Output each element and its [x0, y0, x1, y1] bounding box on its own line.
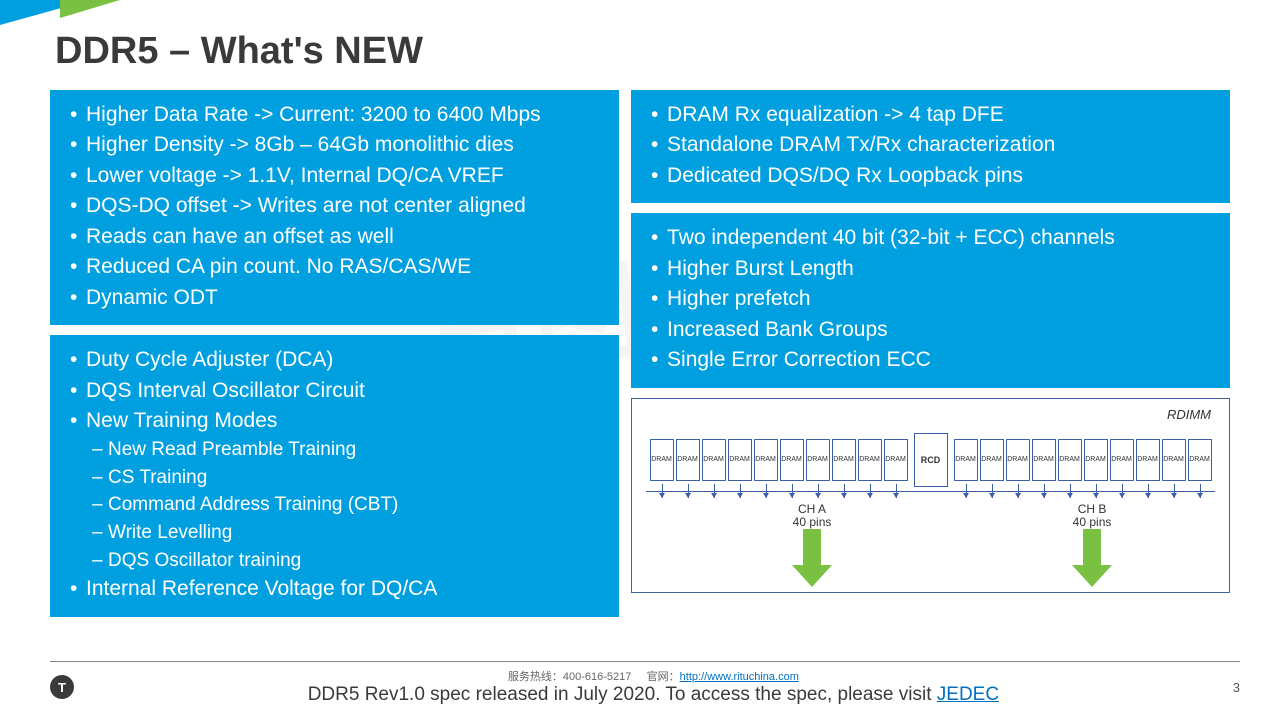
- dram-chip: DRAM: [954, 439, 978, 481]
- content-area: Higher Data Rate -> Current: 3200 to 640…: [50, 90, 1230, 655]
- bullet: Dynamic ODT: [64, 283, 605, 313]
- diagram-title: RDIMM: [1167, 407, 1211, 422]
- bullet: Dedicated DQS/DQ Rx Loopback pins: [645, 161, 1216, 191]
- dram-chip: DRAM: [1058, 439, 1082, 481]
- dram-chip: DRAM: [1032, 439, 1056, 481]
- jedec-link[interactable]: JEDEC: [937, 684, 999, 705]
- dram-chip: DRAM: [832, 439, 856, 481]
- page-number: 3: [1233, 680, 1240, 695]
- sub-bullet: CS Training: [64, 464, 605, 492]
- bullet: Increased Bank Groups: [645, 315, 1216, 345]
- bullet: Reduced CA pin count. No RAS/CAS/WE: [64, 252, 605, 282]
- sub-bullet: New Read Preamble Training: [64, 436, 605, 464]
- arrow-ch-b: CH B40 pins: [1072, 503, 1112, 587]
- bullet: Standalone DRAM Tx/Rx characterization: [645, 130, 1216, 160]
- bullet: Reads can have an offset as well: [64, 222, 605, 252]
- rdimm-diagram: RDIMM DRAMDRAMDRAMDRAMDRAMDRAMDRAMDRAMDR…: [631, 398, 1230, 593]
- dram-chip: DRAM: [1006, 439, 1030, 481]
- box-left-bottom: Duty Cycle Adjuster (DCA)DQS Interval Os…: [50, 335, 619, 616]
- dram-chip: DRAM: [1188, 439, 1212, 481]
- bullet: Higher prefetch: [645, 284, 1216, 314]
- bullet: Two independent 40 bit (32-bit + ECC) ch…: [645, 223, 1216, 253]
- box-right-mid: Two independent 40 bit (32-bit + ECC) ch…: [631, 213, 1230, 387]
- bullet: New Training Modes: [64, 406, 605, 436]
- dram-chip: DRAM: [702, 439, 726, 481]
- box-left-top: Higher Data Rate -> Current: 3200 to 640…: [50, 90, 619, 325]
- bullet: Single Error Correction ECC: [645, 345, 1216, 375]
- dram-chip: DRAM: [754, 439, 778, 481]
- bullet: Higher Burst Length: [645, 254, 1216, 284]
- corner-accent-green: [60, 0, 120, 18]
- dram-chip: DRAM: [650, 439, 674, 481]
- logo-icon: T: [50, 675, 74, 699]
- bullet: DRAM Rx equalization -> 4 tap DFE: [645, 100, 1216, 130]
- sub-bullet: Command Address Training (CBT): [64, 491, 605, 519]
- dram-chip: DRAM: [676, 439, 700, 481]
- dram-chip: DRAM: [858, 439, 882, 481]
- dram-chip: DRAM: [1136, 439, 1160, 481]
- sub-bullet: DQS Oscillator training: [64, 547, 605, 575]
- site-link[interactable]: http://www.rituchina.com: [680, 671, 799, 683]
- dram-chip: DRAM: [806, 439, 830, 481]
- dram-chip: DRAM: [780, 439, 804, 481]
- bullet: Internal Reference Voltage for DQ/CA: [64, 574, 605, 604]
- footer: T 服务热线：400-616-5217 官网：http://www.rituch…: [50, 661, 1240, 706]
- bus-line: [646, 491, 1215, 492]
- dram-chip: DRAM: [884, 439, 908, 481]
- bullet: Higher Data Rate -> Current: 3200 to 640…: [64, 100, 605, 130]
- dram-chip: DRAM: [980, 439, 1004, 481]
- dram-chip: DRAM: [1162, 439, 1186, 481]
- hotline: 服务热线：400-616-5217 官网：http://www.rituchin…: [92, 668, 1215, 684]
- bullet: Higher Density -> 8Gb – 64Gb monolithic …: [64, 130, 605, 160]
- dram-chip: DRAM: [1084, 439, 1108, 481]
- bullet: Duty Cycle Adjuster (DCA): [64, 345, 605, 375]
- bullet: DQS Interval Oscillator Circuit: [64, 376, 605, 406]
- sub-bullet: Write Levelling: [64, 519, 605, 547]
- arrow-ch-a: CH A40 pins: [792, 503, 832, 587]
- bullet: Lower voltage -> 1.1V, Internal DQ/CA VR…: [64, 161, 605, 191]
- footer-text: 服务热线：400-616-5217 官网：http://www.rituchin…: [92, 668, 1215, 706]
- dram-chip: DRAM: [1110, 439, 1134, 481]
- page-title: DDR5 – What's NEW: [55, 30, 423, 73]
- box-right-top: DRAM Rx equalization -> 4 tap DFEStandal…: [631, 90, 1230, 203]
- bullet: DQS-DQ offset -> Writes are not center a…: [64, 191, 605, 221]
- rcd-chip: RCD: [914, 433, 948, 487]
- dram-chip: DRAM: [728, 439, 752, 481]
